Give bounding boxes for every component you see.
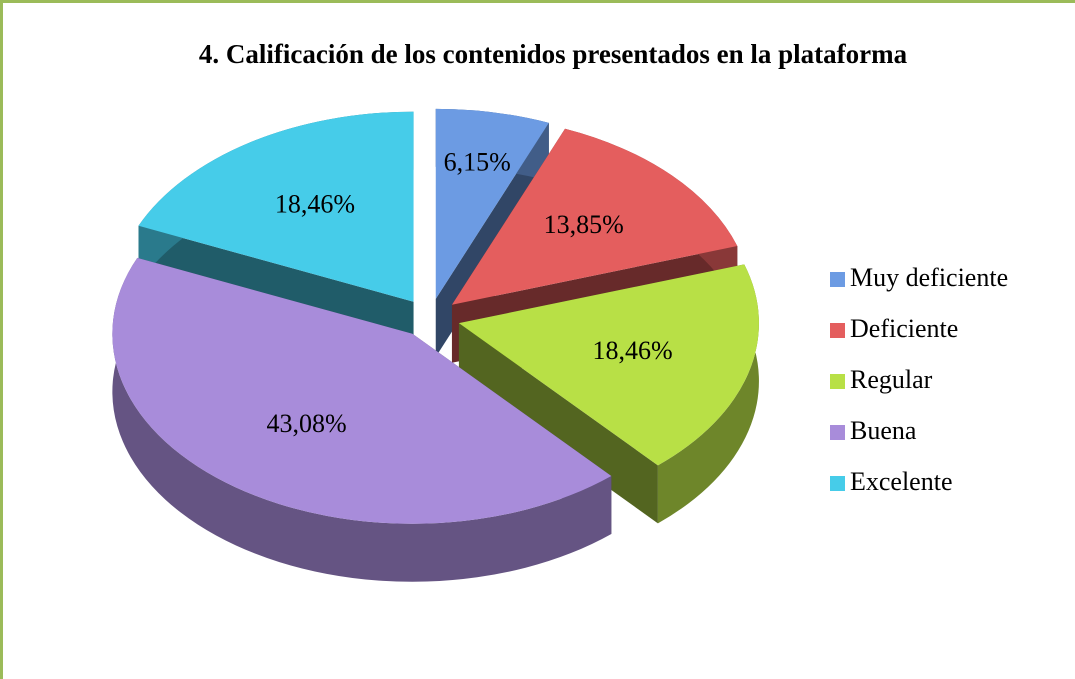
pie-slice bbox=[112, 257, 612, 582]
legend-swatch bbox=[830, 374, 845, 389]
slice-edge bbox=[657, 264, 759, 524]
legend-label: Muy deficiente bbox=[850, 263, 1008, 292]
data-label: 6,15% bbox=[444, 148, 511, 177]
legend-swatch bbox=[830, 476, 845, 491]
slice-edge bbox=[112, 257, 612, 582]
slice-side bbox=[458, 323, 658, 524]
data-label: 13,85% bbox=[544, 210, 624, 239]
data-label: 43,08% bbox=[266, 409, 346, 438]
legend-swatch bbox=[830, 272, 845, 287]
slice-top bbox=[435, 108, 549, 299]
slice-top bbox=[138, 111, 414, 302]
slice-top bbox=[451, 128, 738, 305]
legend-label: Deficiente bbox=[850, 314, 958, 343]
pie-slice bbox=[458, 264, 759, 524]
legend-swatch bbox=[830, 425, 845, 440]
slice-top bbox=[112, 257, 612, 524]
data-label: 18,46% bbox=[275, 189, 355, 218]
legend-swatch bbox=[830, 323, 845, 338]
legend-label: Excelente bbox=[850, 467, 953, 496]
data-label: 18,46% bbox=[593, 336, 673, 365]
legend-label: Buena bbox=[850, 416, 917, 445]
chart-title: 4. Calificación de los contenidos presen… bbox=[199, 39, 908, 69]
slice-top bbox=[458, 264, 759, 466]
legend-label: Regular bbox=[850, 365, 933, 394]
